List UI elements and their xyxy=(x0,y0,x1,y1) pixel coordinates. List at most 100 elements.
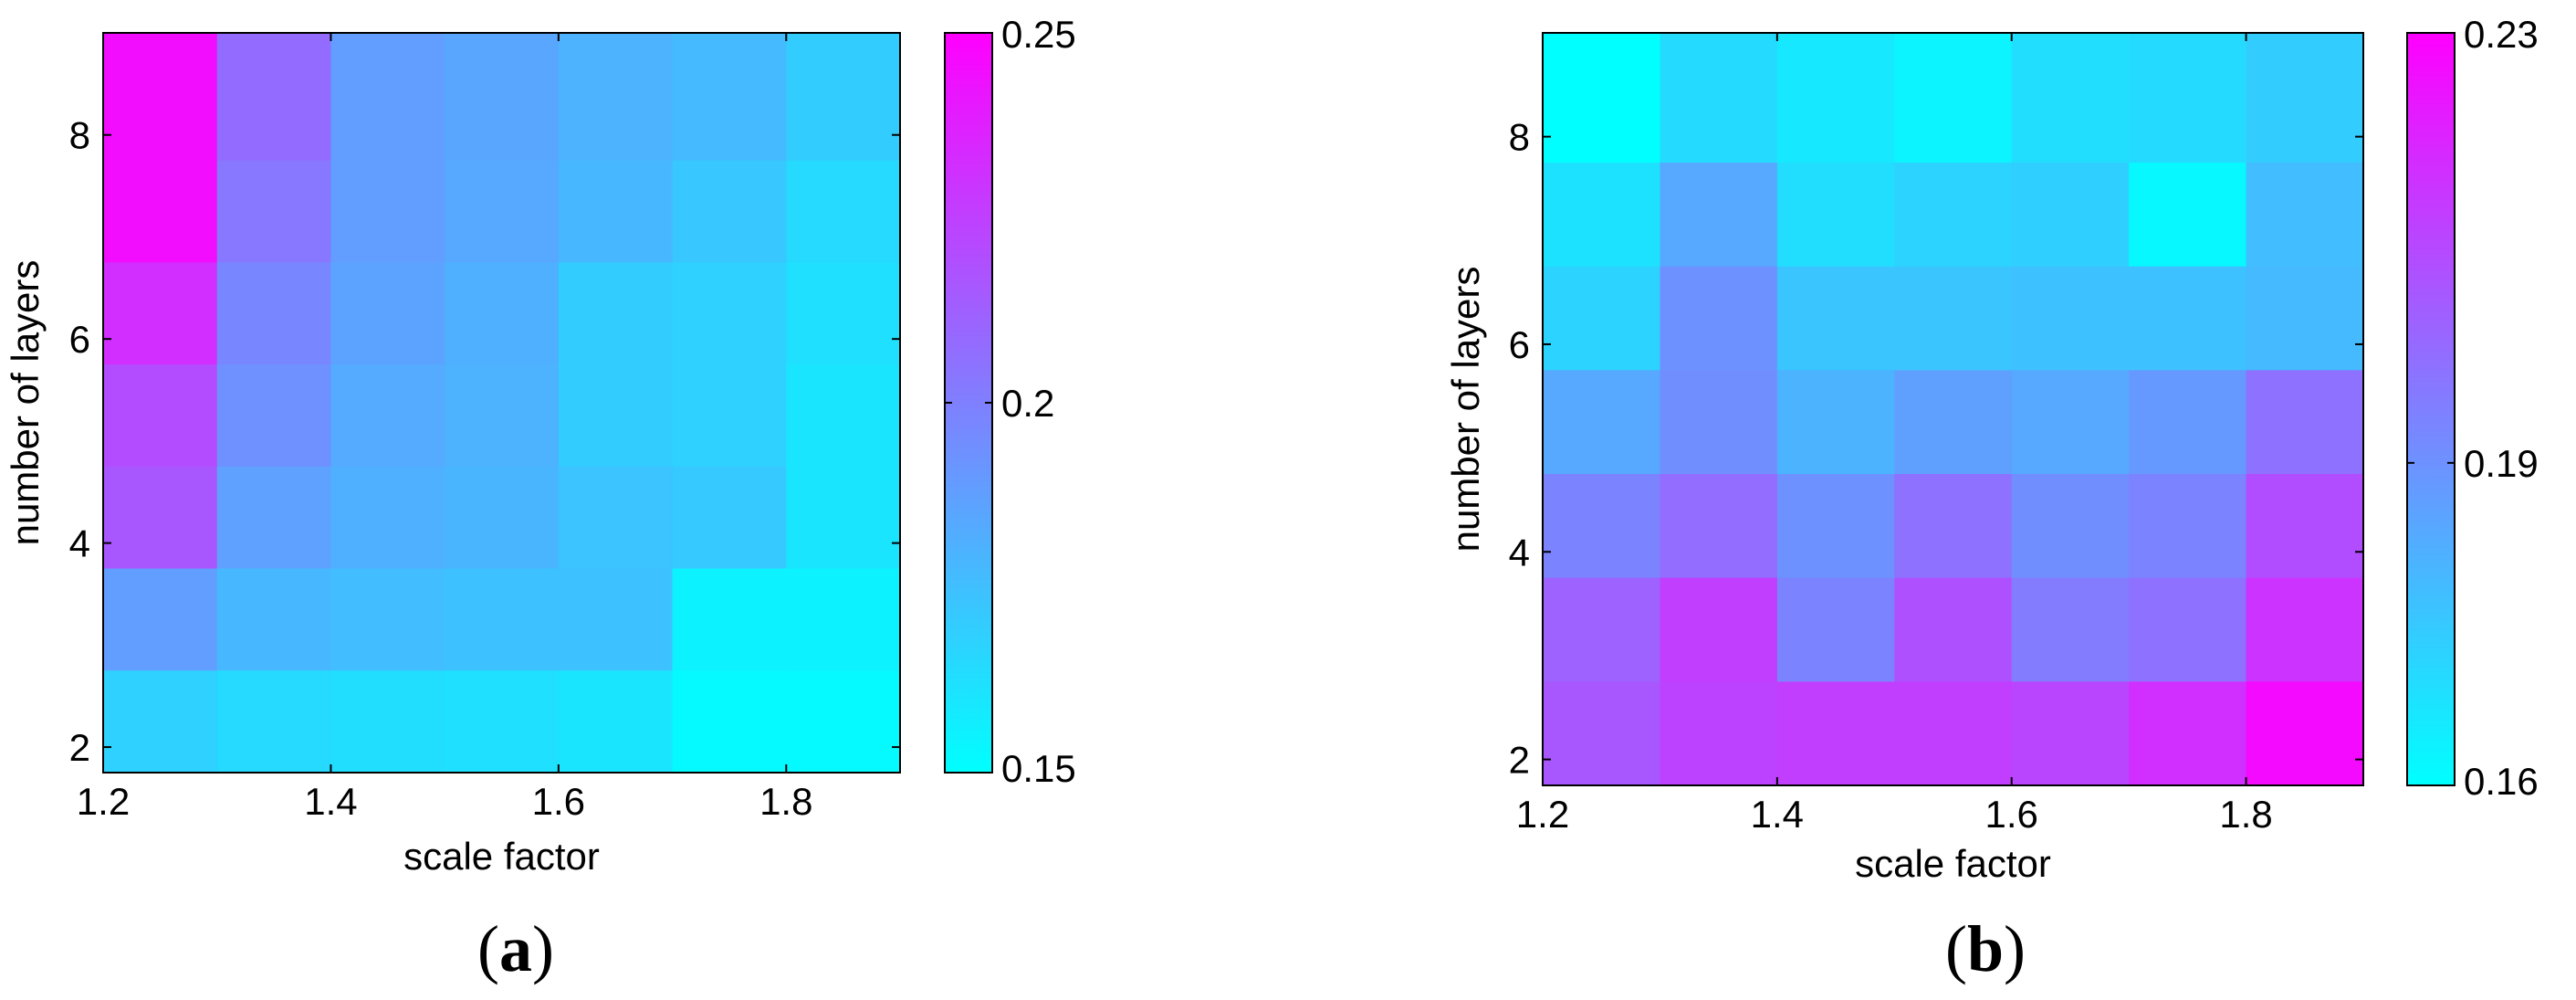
heatmap-cell xyxy=(103,262,218,365)
panel-b: 1.2 1.4 1.6 1.8 2 4 6 8 scale factor number of la… xyxy=(1444,13,2539,985)
heatmap-cell xyxy=(672,670,787,774)
panel-label: (a) xyxy=(477,912,554,985)
heatmap-cell xyxy=(330,160,445,263)
heatmap-cell xyxy=(786,33,901,162)
x-axis-label: scale factor xyxy=(403,835,600,878)
heatmap-cell xyxy=(330,670,445,774)
heatmap-cell xyxy=(330,568,445,671)
heatmap-cell xyxy=(2246,163,2364,268)
heatmap-cell xyxy=(1776,474,1895,579)
heatmap-cell xyxy=(216,262,332,365)
heatmap-cell xyxy=(445,364,560,468)
heatmap-cell xyxy=(103,364,218,468)
heatmap-cell xyxy=(2129,266,2247,371)
heatmap-cell xyxy=(1660,266,1778,371)
y-tick-label: 6 xyxy=(1509,323,1530,366)
heatmap-cell xyxy=(1660,681,1778,786)
heatmap-cell xyxy=(2129,681,2247,786)
y-tick-label: 2 xyxy=(1509,739,1530,782)
heatmap-cell xyxy=(330,33,445,162)
heatmap-cell xyxy=(1894,474,2013,579)
heatmap-cell xyxy=(445,33,560,162)
heatmap-cell xyxy=(1660,33,1778,163)
heatmap-cell xyxy=(445,670,560,774)
heatmap-cell xyxy=(103,670,218,774)
x-axis-label: scale factor xyxy=(1855,842,2051,885)
heatmap-cell xyxy=(672,466,787,570)
heatmap-cell xyxy=(330,262,445,365)
colorbar xyxy=(945,33,992,773)
heatmap-cell xyxy=(1543,577,1661,682)
heatmap-cell xyxy=(2246,681,2364,786)
x-tick-label: 1.6 xyxy=(532,780,585,823)
colorbar-tick-label: 0.2 xyxy=(1001,382,1054,425)
heatmap-cell xyxy=(558,364,674,468)
heatmap-cell xyxy=(216,33,332,162)
heatmap-cell xyxy=(1660,163,1778,268)
heatmap-cell xyxy=(216,568,332,671)
heatmap-cell xyxy=(2246,577,2364,682)
y-tick-label: 4 xyxy=(69,522,90,565)
heatmap-cell xyxy=(1894,370,2013,475)
heatmap-cell xyxy=(786,262,901,365)
heatmap-cell xyxy=(786,160,901,263)
y-tick-label: 8 xyxy=(1509,116,1530,159)
colorbar-tick-label: 0.16 xyxy=(2464,760,2539,803)
panel-label-letter: b xyxy=(1967,912,2004,985)
heatmap-cell xyxy=(1776,681,1895,786)
heatmap-cell xyxy=(786,466,901,570)
heatmap-cell xyxy=(2246,33,2364,163)
heatmap-cell xyxy=(1894,163,2013,268)
colorbar-tick-label: 0.19 xyxy=(2464,442,2539,485)
y-tick-label: 2 xyxy=(69,726,90,769)
heatmap-cell xyxy=(558,568,674,671)
heatmap-cell xyxy=(2011,266,2130,371)
heatmap-cell xyxy=(1894,266,2013,371)
heatmap-cell xyxy=(672,33,787,162)
colorbar-frame xyxy=(2406,32,2456,786)
heatmap-cell xyxy=(1776,163,1895,268)
heatmap-cell xyxy=(786,364,901,468)
colorbar-tick-label: 0.15 xyxy=(1001,747,1076,790)
heatmap-cell xyxy=(2246,474,2364,579)
panel-label-letter: a xyxy=(499,912,532,985)
x-tick-label: 1.2 xyxy=(77,780,130,823)
heatmap-cell xyxy=(558,466,674,570)
heatmap-cell xyxy=(103,160,218,263)
heatmap-cell xyxy=(1776,370,1895,475)
colorbar xyxy=(2407,33,2455,785)
heatmap-cell xyxy=(2129,577,2247,682)
heatmap-cell xyxy=(330,466,445,570)
heatmap-cell xyxy=(1660,370,1778,475)
heatmap-cell xyxy=(103,568,218,671)
heatmap-cell xyxy=(786,670,901,774)
panel-label-close: ) xyxy=(532,912,554,985)
heatmap-cell xyxy=(1660,474,1778,579)
colorbar-tick-label: 0.23 xyxy=(2464,13,2539,56)
heatmap-cell xyxy=(558,262,674,365)
heatmap-cell xyxy=(445,466,560,570)
x-tick-label: 1.2 xyxy=(1516,793,1569,836)
heatmap-cell xyxy=(672,262,787,365)
heatmap-cell xyxy=(1543,163,1661,268)
heatmap-cell xyxy=(786,568,901,671)
heatmap-cell xyxy=(672,160,787,263)
x-tick-label: 1.6 xyxy=(1985,793,2038,836)
heatmap-cell xyxy=(2129,370,2247,475)
x-tick-label: 1.4 xyxy=(1751,793,1804,836)
heatmap-cell xyxy=(103,466,218,570)
panel-a: 1.2 1.4 1.6 1.8 2 4 6 8 scale factor number of la… xyxy=(4,13,1076,985)
heatmap-cell xyxy=(216,160,332,263)
heatmap-cell xyxy=(1894,681,2013,786)
plot-frame xyxy=(1542,32,2364,786)
y-tick-label: 4 xyxy=(1509,531,1530,574)
heatmap-cell xyxy=(1776,33,1895,163)
y-tick-label: 6 xyxy=(69,318,90,361)
x-tick-label: 1.8 xyxy=(2219,793,2272,836)
heatmap-cell xyxy=(558,670,674,774)
panel-label-open: ( xyxy=(477,912,499,985)
heatmap-cell xyxy=(2011,163,2130,268)
heatmap-cell xyxy=(672,568,787,671)
panel-label-close: ) xyxy=(2004,912,2026,985)
heatmap-cell xyxy=(2011,681,2130,786)
